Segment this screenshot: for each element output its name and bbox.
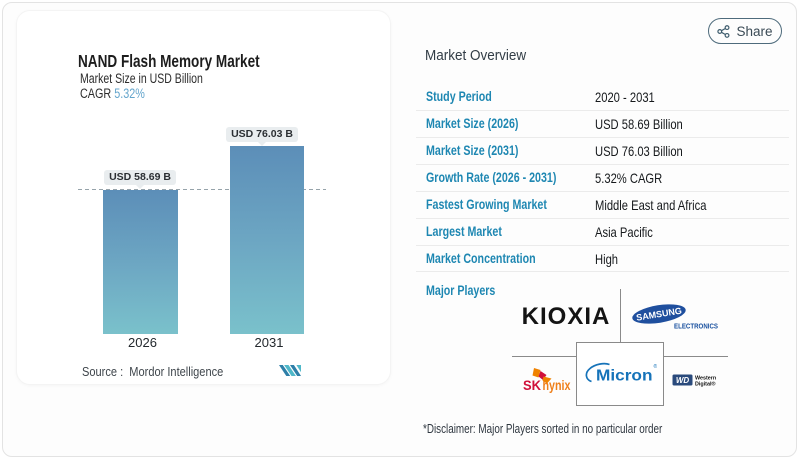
svg-text:WD: WD [676,376,690,385]
svg-text:SK: SK [523,377,541,393]
svg-text:Digital®: Digital® [695,380,715,387]
svg-text:Western: Western [695,376,716,382]
svg-text:Micron: Micron [596,368,653,385]
svg-text:hynix: hynix [543,377,571,393]
svg-text:®: ® [654,363,658,370]
svg-text:ELECTRONICS: ELECTRONICS [674,322,718,331]
